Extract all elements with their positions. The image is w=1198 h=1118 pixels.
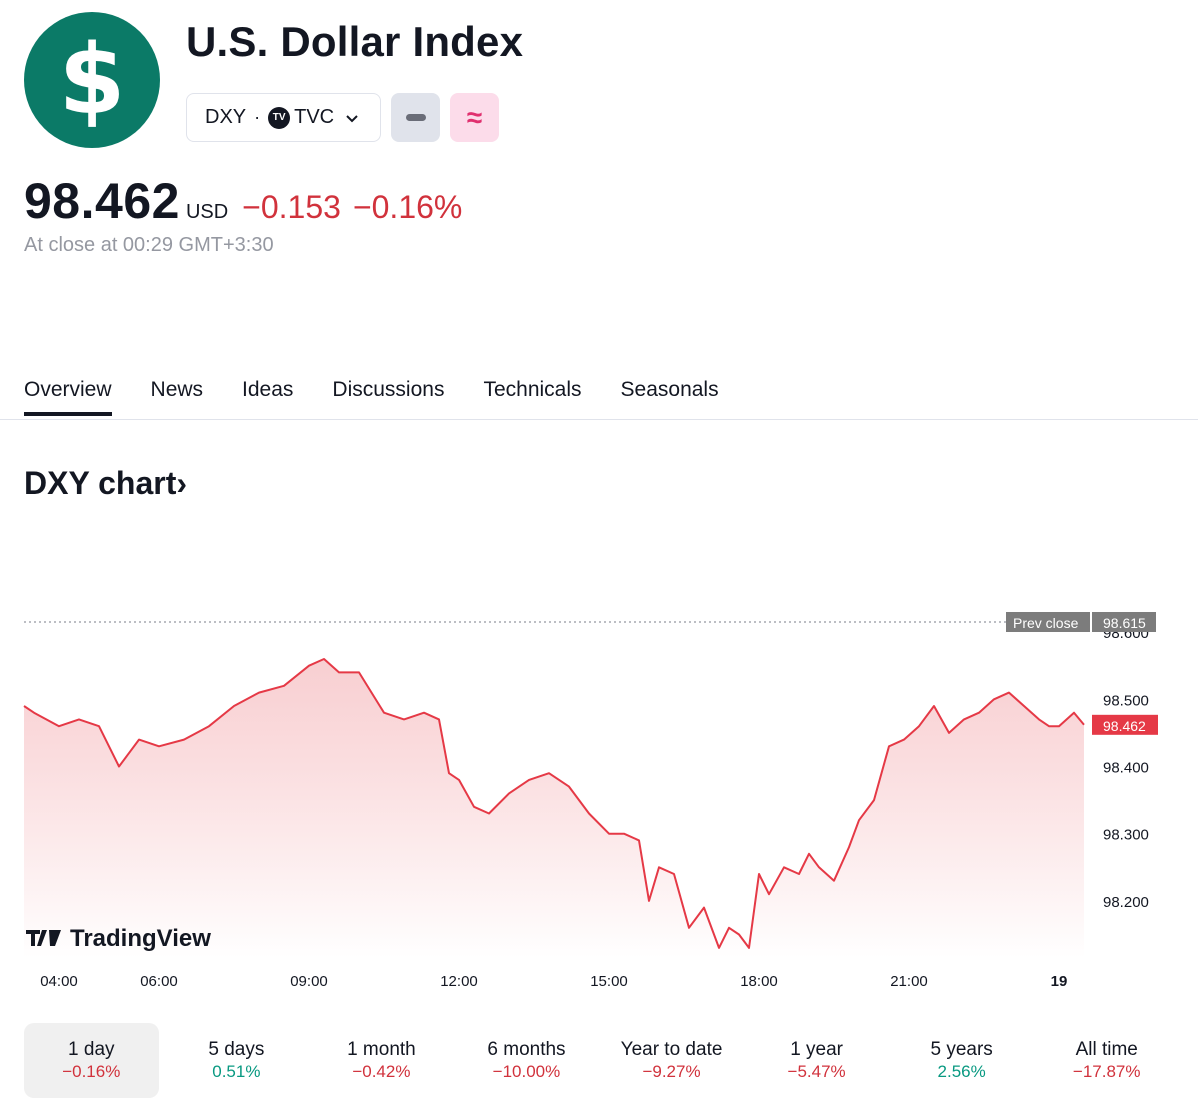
- area-fill: [24, 659, 1084, 958]
- approx-badge[interactable]: ≈: [450, 93, 499, 142]
- last-value-tag: [1092, 714, 1158, 735]
- x-tick-label: 15:00: [590, 973, 628, 990]
- last-price: 98.462: [24, 173, 180, 229]
- last-value-label: 98.462: [1103, 718, 1146, 734]
- x-tick-label: 06:00: [140, 973, 178, 990]
- range-label: 1 month: [347, 1038, 416, 1060]
- tab-news[interactable]: News: [150, 378, 204, 401]
- y-tick-label: 98.400: [1103, 759, 1149, 776]
- range-label: 5 years: [930, 1038, 993, 1060]
- range-label: 5 days: [208, 1038, 265, 1060]
- range-label: Year to date: [620, 1038, 723, 1060]
- prev-close-value: 98.615: [1103, 615, 1146, 631]
- exchange-label: TVC: [294, 106, 335, 128]
- prev-close-label: Prev close: [1013, 615, 1079, 631]
- range-change: 0.51%: [212, 1061, 261, 1081]
- symbol-logo: $: [24, 12, 160, 148]
- x-tick-label: 12:00: [440, 973, 478, 990]
- range-button-all-time[interactable]: All time −17.87%: [1039, 1023, 1174, 1098]
- tab-ideas[interactable]: Ideas: [242, 378, 294, 401]
- approx-icon: ≈: [466, 101, 483, 133]
- dollar-icon: $: [58, 24, 126, 136]
- range-button-1-year[interactable]: 1 year −5.47%: [749, 1023, 884, 1098]
- tradingview-icon: TV: [268, 106, 291, 129]
- range-button-1-month[interactable]: 1 month −0.42%: [314, 1023, 449, 1098]
- range-button-1-day[interactable]: 1 day −0.16%: [24, 1023, 159, 1098]
- price-row: 98.462 USD −0.153 −0.16%: [24, 172, 474, 230]
- y-tick-label: 98.300: [1103, 827, 1149, 844]
- y-tick-label: 98.200: [1103, 894, 1149, 911]
- range-change: −10.00%: [492, 1061, 561, 1081]
- price-line: [23, 658, 1085, 949]
- x-tick-label: 21:00: [890, 973, 928, 990]
- x-tick-label: 09:00: [290, 973, 328, 990]
- range-button-5-years[interactable]: 5 years 2.56%: [894, 1023, 1029, 1098]
- x-tick-label: 18:00: [740, 973, 778, 990]
- tab-seasonals[interactable]: Seasonals: [620, 378, 719, 401]
- market-close-note: At close at 00:29 GMT+3:30: [24, 234, 274, 256]
- minus-icon: [405, 114, 426, 121]
- x-tick-label: 04:00: [40, 973, 78, 990]
- tradingview-logo-icon: [26, 930, 61, 946]
- range-change: −9.27%: [642, 1061, 701, 1081]
- x-tick-label: 19: [1051, 973, 1068, 990]
- range-change: −5.47%: [787, 1061, 846, 1081]
- chart-heading-link[interactable]: DXY chart›: [24, 465, 187, 502]
- chevron-down-icon: [346, 110, 358, 126]
- range-button-6-months[interactable]: 6 months −10.00%: [459, 1023, 594, 1098]
- tradingview-watermark: TradingView: [70, 925, 211, 952]
- symbol-exchange-selector[interactable]: DXY · TV TVC: [186, 93, 381, 142]
- range-label: 1 day: [68, 1038, 115, 1060]
- chevron-right-icon: ›: [176, 465, 188, 501]
- chart-heading-label: DXY chart: [24, 465, 177, 501]
- price-change: −0.153: [242, 189, 341, 225]
- range-change: −0.42%: [352, 1061, 411, 1081]
- y-tick-label: 98.500: [1103, 692, 1149, 709]
- tab-discussions[interactable]: Discussions: [332, 378, 445, 401]
- minus-badge[interactable]: [391, 93, 440, 142]
- tab-overview[interactable]: Overview: [24, 378, 112, 416]
- range-label: 6 months: [487, 1038, 566, 1060]
- range-button-year-to-date[interactable]: Year to date −9.27%: [604, 1023, 739, 1098]
- prev-close-tag: [1006, 612, 1090, 632]
- range-button-5-days[interactable]: 5 days 0.51%: [169, 1023, 304, 1098]
- range-label: 1 year: [790, 1038, 843, 1060]
- range-change: 2.56%: [937, 1061, 986, 1081]
- range-change: −17.87%: [1072, 1061, 1141, 1081]
- tab-technicals[interactable]: Technicals: [483, 378, 582, 401]
- currency-label: USD: [185, 201, 229, 223]
- prev-close-value-tag: [1092, 612, 1156, 632]
- symbol-label: DXY: [205, 106, 247, 128]
- separator: ·: [254, 107, 261, 127]
- range-label: All time: [1075, 1038, 1138, 1060]
- tabs-divider: [0, 419, 1198, 420]
- price-change-percent: −0.16%: [352, 189, 463, 225]
- range-change: −0.16%: [62, 1061, 121, 1081]
- section-tabs: Overview News Ideas Discussions Technicals Se…: [24, 378, 758, 416]
- time-range-selector: 1 day −0.16% 5 days 0.51% 1 month −0.42% 6 mon…: [24, 1023, 1174, 1098]
- page-title: U.S. Dollar Index: [186, 18, 524, 65]
